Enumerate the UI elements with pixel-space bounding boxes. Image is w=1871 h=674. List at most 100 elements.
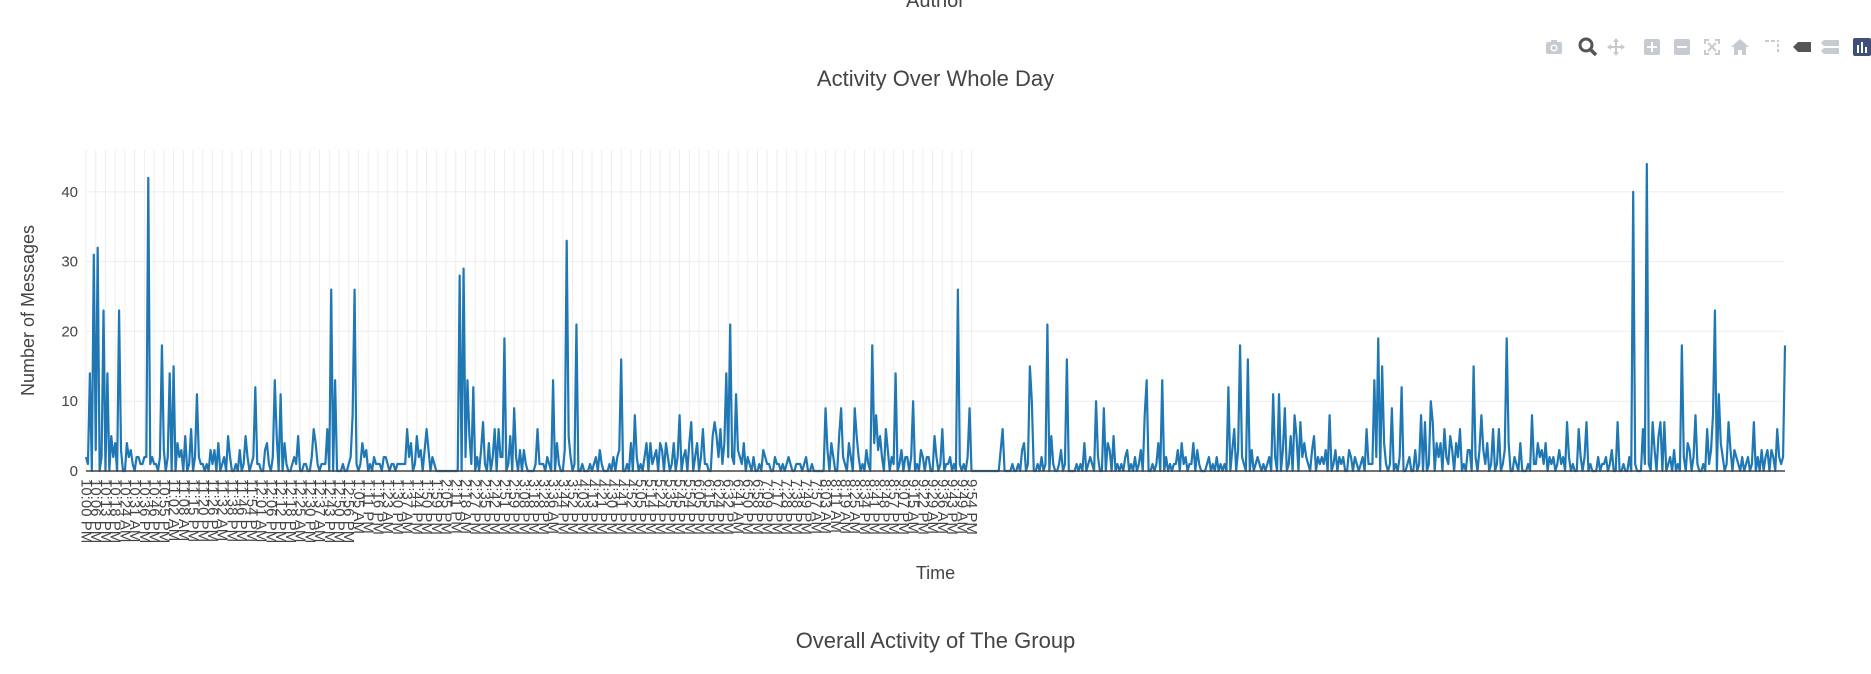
next-section-title: Overall Activity of The Group: [795, 628, 1076, 653]
zoom-out-icon[interactable]: [1671, 36, 1693, 58]
section-title-cut-off: Author: [906, 0, 965, 12]
x-tick-label: 1:59 PM: [428, 479, 445, 535]
x-tick-label: 10:24 AM: [116, 479, 133, 542]
x-tick-label: 8:48 PM: [875, 479, 892, 535]
x-tick-label: 12:37 AM: [311, 479, 328, 542]
x-tick-label: 9:29 AM: [924, 479, 941, 534]
x-tick-label: 9:54 PM: [963, 479, 980, 535]
x-tick-label: 8:34 PM: [856, 479, 873, 535]
x-tick-label: 1:30 PM: [389, 479, 406, 535]
x-tick-label: 1:11 PM: [360, 479, 377, 534]
x-tick-label: 12:50 PM: [331, 479, 348, 543]
x-tick-label: 1:44 PM: [408, 479, 425, 535]
x-tick-label: 6:15 PM: [700, 479, 717, 535]
x-tick-label: 8:03 AM: [817, 479, 834, 534]
hover-closest-icon[interactable]: [1791, 36, 1813, 58]
x-tick-label: 12:06 PM: [262, 479, 279, 543]
x-tick-label: 11:08 AM: [175, 479, 192, 541]
x-tick-label: 5:14 PM: [642, 479, 659, 535]
x-tick-label: 5:05 PM: [632, 479, 649, 535]
chart-title: Activity Over Whole Day: [816, 66, 1055, 91]
x-tick-label: 8:41 PM: [866, 479, 883, 535]
x-tick-label: 11:46 PM: [233, 479, 250, 542]
reset-axes-icon[interactable]: [1729, 36, 1751, 58]
x-tick-label: 11:15 PM: [185, 479, 202, 542]
x-tick-label: 1:50 PM: [418, 479, 435, 535]
spike-lines-icon[interactable]: [1761, 36, 1783, 58]
x-tick-label: 4:21 PM: [593, 479, 610, 535]
x-tick-label: 7:09 PM: [759, 479, 776, 535]
x-tick-label: 2:27 PM: [467, 479, 484, 535]
x-tick-label: 2:05 PM: [438, 479, 455, 535]
plot-modebar: [1541, 36, 1871, 60]
x-tick-label: 9:07 PM: [895, 479, 912, 535]
x-tick-label: 9:49 AM: [953, 479, 970, 534]
x-tick-label: 11:54 PM: [243, 479, 260, 542]
x-tick-label: 12:56 PM: [340, 479, 357, 543]
x-tick-label: 4:13 PM: [584, 479, 601, 535]
series-line: [84, 162, 1787, 473]
x-tick-label: 6:05 PM: [691, 479, 708, 535]
x-tick-label: 7:38 PM: [788, 479, 805, 535]
x-tick-label: 10:13 PM: [97, 479, 114, 543]
x-tick-label: 11:20 PM: [194, 479, 211, 542]
x-tick-label: 9:15 AM: [905, 479, 922, 534]
x-tick-label: 10:46 PM: [146, 479, 163, 543]
x-tick-label: 7:28 PM: [778, 479, 795, 535]
plotly-logo-icon[interactable]: [1851, 36, 1871, 58]
x-tick-label: 8:11 AM: [827, 479, 844, 533]
y-tick-label: 20: [61, 323, 78, 340]
x-tick-label: 11:32 AM: [214, 479, 231, 541]
y-tick-label: 0: [70, 463, 78, 480]
x-tick-label: 8:25 AM: [846, 479, 863, 534]
y-axis-title: Number of Messages: [18, 225, 38, 396]
x-tick-label: 4:03 PM: [574, 479, 591, 535]
x-tick-label: 10:18 PM: [107, 479, 124, 543]
x-tick-label: 11:02 AM: [165, 479, 182, 541]
x-tick-label: 4:52 PM: [622, 479, 639, 535]
x-tick-label: 12:30 PM: [301, 479, 318, 543]
x-tick-label: 2:18 AM: [457, 479, 474, 534]
x-tick-label: 12:25 AM: [292, 479, 309, 542]
x-tick-label: 1:37 AM: [399, 479, 416, 534]
hover-compare-icon[interactable]: [1819, 36, 1841, 58]
x-tick-label: 4:41 PM: [613, 479, 630, 535]
x-tick-label: 2:35 PM: [476, 479, 493, 535]
x-tick-label: 8:19 AM: [837, 479, 854, 534]
x-tick-label: 9:36 AM: [934, 479, 951, 534]
x-tick-label: 5:45 PM: [671, 479, 688, 535]
y-tick-label: 30: [61, 254, 78, 271]
x-tick-label: 7:17 PM: [768, 479, 785, 535]
x-tick-label: 5:24 PM: [652, 479, 669, 535]
x-tick-label: 3:52 PM: [564, 479, 581, 535]
x-tick-label: 3:18 PM: [525, 479, 542, 535]
y-tick-label: 40: [61, 184, 78, 201]
x-tick-label: 1:23 AM: [379, 479, 396, 534]
x-tick-label: 11:26 PM: [204, 479, 221, 542]
x-tick-label: 10:00 PM: [78, 479, 95, 543]
x-tick-label: 10:55 PM: [155, 479, 172, 543]
x-tick-label: 9:43 PM: [944, 479, 961, 535]
autoscale-icon[interactable]: [1701, 36, 1723, 58]
x-tick-label: 9:22 PM: [914, 479, 931, 535]
x-tick-label: 5:35 PM: [661, 479, 678, 535]
zoom-in-icon[interactable]: [1641, 36, 1663, 58]
x-tick-label: 3:28 PM: [535, 479, 552, 535]
camera-icon[interactable]: [1543, 36, 1565, 58]
x-tick-label: 6:32 PM: [720, 479, 737, 535]
x-tick-label: 5:54 PM: [681, 479, 698, 535]
x-tick-label: 10:36 PM: [136, 479, 153, 543]
x-tick-label: 2:11 PM: [447, 479, 464, 534]
x-tick-label: 6:24 PM: [710, 479, 727, 535]
x-tick-label: 8:57 PM: [885, 479, 902, 535]
x-tick-label: 10:06 PM: [87, 479, 104, 543]
x-tick-label: 4:30 PM: [603, 479, 620, 535]
zoom-icon[interactable]: [1577, 36, 1599, 58]
x-tick-label: 3:44 PM: [554, 479, 571, 535]
pan-icon[interactable]: [1605, 36, 1627, 58]
x-axis-title: Time: [916, 563, 955, 583]
x-tick-label: 2:59 PM: [506, 479, 523, 535]
x-tick-label: 7:57 AM: [807, 479, 824, 534]
x-tick-label: 12:43 PM: [321, 479, 338, 543]
